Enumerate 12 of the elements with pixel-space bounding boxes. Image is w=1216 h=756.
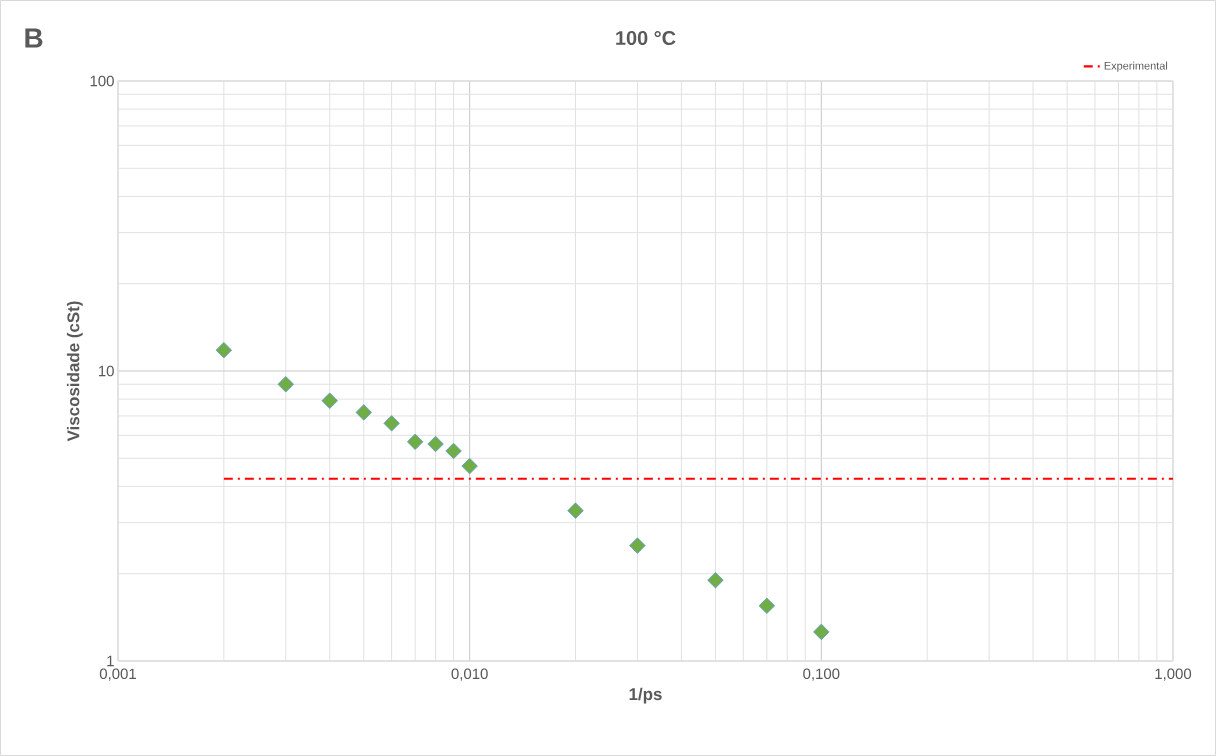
text: B — [25, 28, 43, 48]
x-tick-label: 0,100 — [803, 668, 840, 681]
x-tick-label: 0,010 — [451, 668, 488, 681]
legend-label: Experimental — [1104, 61, 1168, 72]
y-tick-label: 10 — [98, 365, 114, 377]
chart-title: 100 °C — [616, 30, 676, 46]
y-axis-title: Viscosidade (cSt) — [66, 301, 83, 442]
y-tick-label: 1 — [107, 655, 114, 667]
x-axis-title: 1/ps — [629, 687, 662, 704]
x-tick-label: 0,001 — [99, 668, 136, 681]
x-tick-label: 1,000 — [1155, 668, 1192, 681]
y-tick-label: 100 — [90, 75, 114, 87]
